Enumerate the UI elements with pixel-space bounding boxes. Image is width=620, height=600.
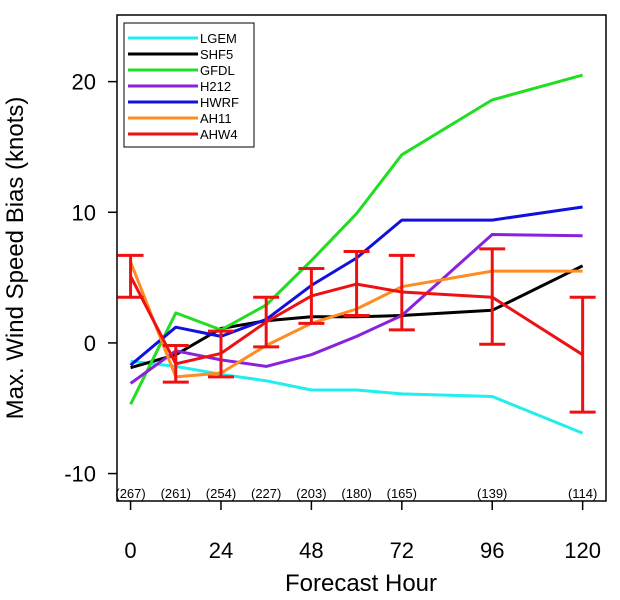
y-axis-title: Max. Wind Speed Bias (knots)	[2, 97, 29, 420]
sample-count-label: (267)	[115, 486, 145, 501]
sample-count-label: (165)	[387, 486, 417, 501]
x-tick-label: 48	[299, 538, 323, 563]
legend-label-ahw4: AHW4	[200, 127, 238, 142]
legend-label-hwrf: HWRF	[200, 95, 239, 110]
sample-count-label: (180)	[341, 486, 371, 501]
error-bars	[117, 247, 596, 414]
sample-count-label: (254)	[206, 486, 236, 501]
legend-label-shf5: SHF5	[200, 47, 233, 62]
sample-count-label: (114)	[568, 486, 597, 501]
plot-frame	[116, 14, 607, 502]
series-line-h212	[129, 233, 583, 385]
x-axis-title: Forecast Hour	[285, 570, 437, 597]
x-tick-label: 120	[564, 538, 601, 563]
x-axis: 0 24 48 72 96 120	[124, 501, 601, 563]
x-tick-label: 96	[480, 538, 504, 563]
legend-label-gfdl: GFDL	[200, 63, 235, 78]
sample-count-label: (227)	[251, 486, 281, 501]
legend-label-lgem: LGEM	[200, 31, 237, 46]
sample-count-label: (203)	[296, 486, 326, 501]
series-line-lgem	[130, 359, 584, 435]
y-axis: -10 0 10 20	[64, 70, 117, 487]
legend-label-h212: H212	[200, 79, 231, 94]
sample-counts: (267) (261) (254) (227) (203) (180) (165) (139)…	[115, 486, 597, 501]
sample-count-label: (139)	[477, 486, 507, 501]
sample-count-label: (261)	[161, 486, 191, 501]
series-line-gfdl	[129, 73, 583, 405]
x-tick-label: 0	[124, 538, 136, 563]
legend-label-ah11: AH11	[200, 111, 232, 126]
y-tick-label: 10	[72, 200, 96, 225]
x-tick-label: 72	[390, 538, 414, 563]
y-tick-label: 20	[72, 70, 96, 95]
y-tick-label: 0	[84, 331, 96, 356]
x-tick-label: 24	[209, 538, 233, 563]
y-tick-label: -10	[64, 462, 96, 487]
